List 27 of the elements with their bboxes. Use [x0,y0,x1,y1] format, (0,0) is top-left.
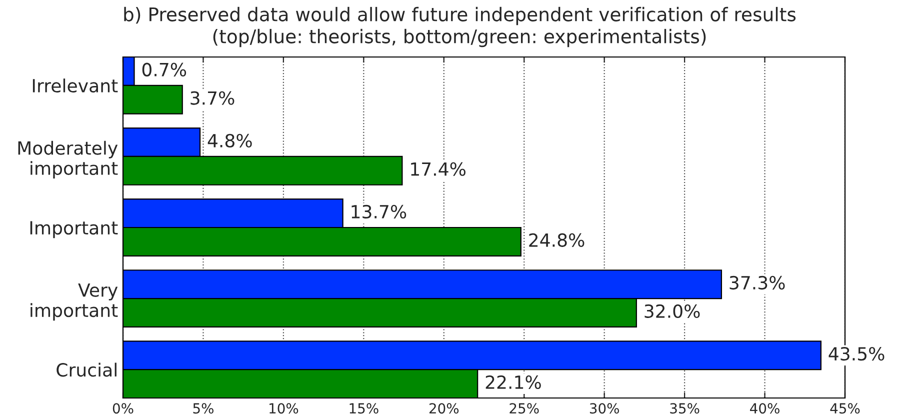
data-label: 37.3% [730,276,785,290]
x-tick-label: 30% [590,403,619,414]
y-tick-label: Moderately important [18,140,118,179]
data-label: 3.7% [190,91,234,105]
y-tick-label: Irrelevant [32,78,118,93]
y-tick-label: Very important [30,284,118,321]
data-label: 13.7% [352,204,406,219]
chart-title: b) Preserved data would allow future independent verification of results [124,6,796,26]
x-tick-label: 25% [510,403,539,414]
chart-subtitle: (top/blue: theorists, bottom/green: experimentalists) [213,28,706,48]
x-tick-label: 5% [193,403,214,414]
x-tick-label: 0% [112,403,134,414]
x-tick-label: 20% [429,403,459,414]
data-label: 32.0% [644,304,700,318]
data-label: 4.8% [208,134,252,148]
x-tick-label: 45% [830,403,860,414]
data-label: 0.7% [142,62,186,76]
x-tick-label: 15% [350,403,378,414]
x-tick-label: 40% [750,403,780,414]
x-tick-label: 10% [270,403,298,414]
y-tick-label: Important [30,221,118,238]
data-label: 24.8% [529,233,584,247]
data-label: 17.4% [411,162,466,176]
data-label: 22.1% [486,375,541,390]
y-tick-label: Crucial [56,362,116,377]
x-tick-label: 35% [670,403,700,414]
data-label: 43.5% [828,346,884,361]
